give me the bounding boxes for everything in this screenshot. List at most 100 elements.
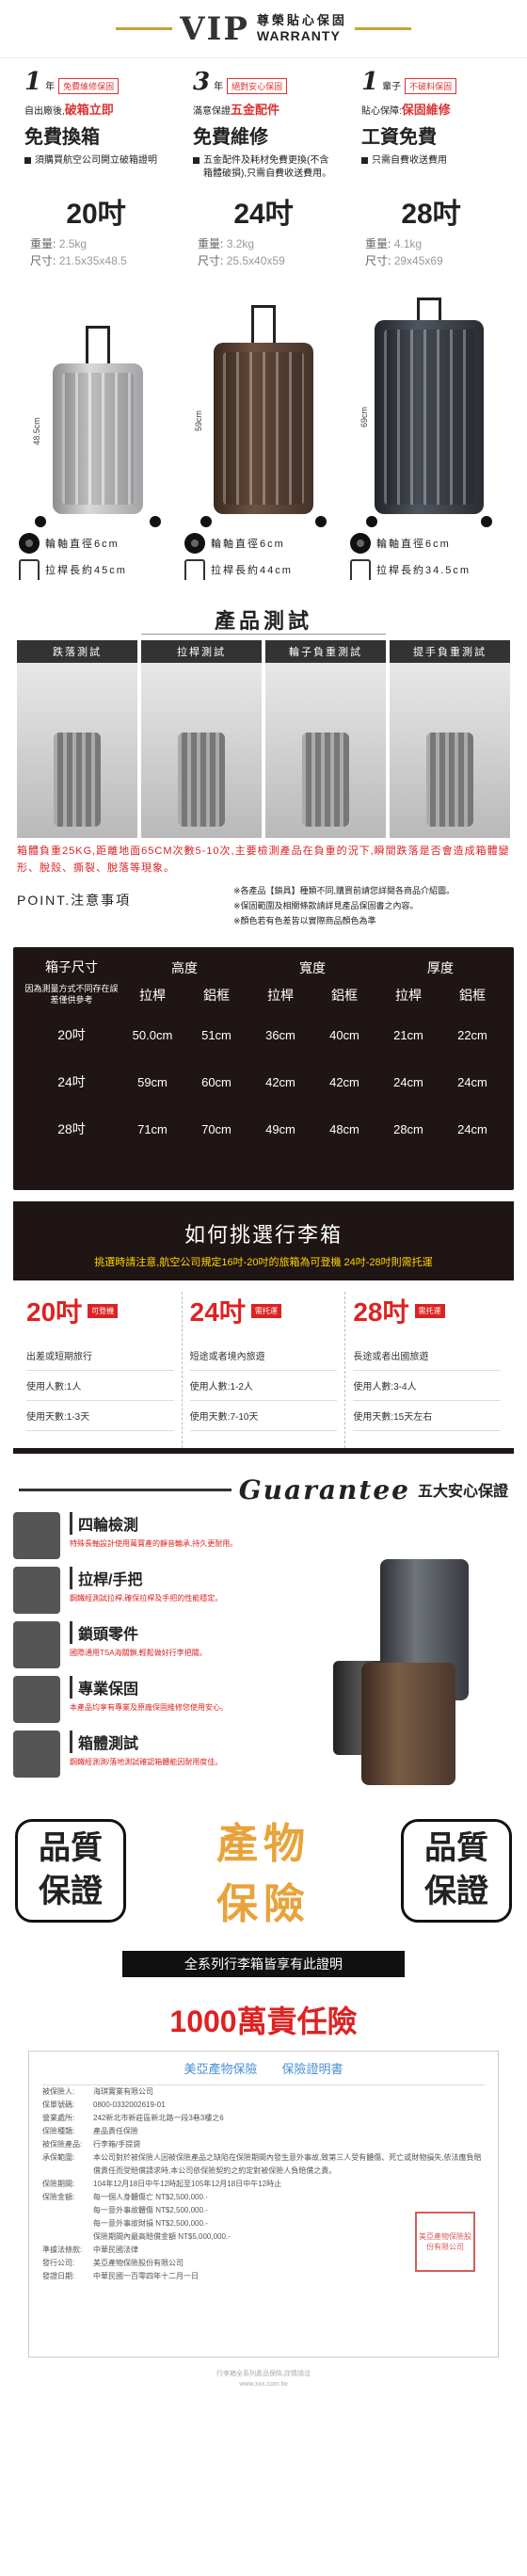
wheel-photo-icon <box>13 1512 60 1559</box>
warranty-badge: 絕對安心保固 <box>227 78 288 94</box>
vip-en: WARRANTY <box>256 27 341 43</box>
header-size: 箱子尺寸 <box>45 959 98 974</box>
quality-bar: 全系列行李箱皆享有此證明 <box>122 1951 405 1977</box>
cert-value: 中華民國一百零四年十二月一日 <box>93 2272 199 2280</box>
warranty-note-text: 須購買航空公司開立破箱證明 <box>35 155 157 166</box>
notice-item: ※顏色若有色差皆以實際商品顏色為準 <box>233 916 376 926</box>
table-row: 24吋 59cm 60cm 42cm 42cm 24cm 24cm <box>23 1058 504 1105</box>
cert-row: 準據法條款: 中華民國法律 <box>42 2244 485 2257</box>
test-label: 拉桿測試 <box>141 640 262 663</box>
choose-columns: 20吋 可登機 出差或短期旅行 使用人數:1人 使用天數:1-3天 24吋 需托運 … <box>13 1280 514 1448</box>
test-warning: 箱體負重25KG,距離地面65CM次數5-10次,主要檢測產品在負重的況下,瞬間… <box>17 845 510 874</box>
guarantee-item-title: 鎖頭零件 <box>70 1621 207 1644</box>
test-label: 輪子負重測試 <box>265 640 386 663</box>
weight-value: 3.2kg <box>226 237 255 250</box>
cert-value: 行李箱/手提袋 <box>93 2140 141 2149</box>
cert-value: 104年12月18日中午12時起至105年12月18日中午12時止 <box>93 2180 282 2188</box>
guarantee-body: 四輪檢測 特殊長軸設計使用萬寶產的靜音輪承,持久更耐用。 拉桿/手把 鋼鐵經測試拉桿… <box>0 1512 527 1793</box>
cert-row: 每一意外事故體傷 NT$2,500,000.- <box>42 2204 485 2217</box>
cert-value: 美亞產物保險股份有限公司 <box>93 2259 184 2267</box>
guarantee-item: 箱體測試鋼鐵經測測/落地測試確認箱體能因耐用度佳。 <box>13 1731 324 1785</box>
table-cell: 22cm <box>457 1027 487 1042</box>
cert-row: 保險種類: 產品責任保險 <box>42 2125 485 2138</box>
dim-line: 尺寸: 21.5x35x48.5 <box>17 252 175 269</box>
warranty-col: 1 年免費維修保固 自出廠後,破箱立即 免費換箱 須購買航空公司開立破箱證明 <box>24 68 166 190</box>
table-note: 因為測量方式不同存在誤差僅供參考 <box>24 984 119 1005</box>
warranty-note-text: 五金配件及耗材免費更換(不含箱體破損),只需自費收送費用。 <box>203 155 332 179</box>
bullet-icon <box>361 157 368 164</box>
cert-value: 海琪實業有限公司 <box>93 2087 153 2096</box>
company-seal-icon: 美亞產物保險股份有限公司 <box>415 2212 475 2272</box>
table-header: 箱子尺寸 高度 寬度 厚度 <box>23 955 504 979</box>
test-card: 輪子負重測試 <box>265 640 386 838</box>
dim-value: 25.5x40x59 <box>226 254 285 267</box>
cert-value: 產品責任保險 <box>93 2127 138 2135</box>
insurance-text: 產物 <box>216 1821 311 1867</box>
cert-value: 保險期間內最高賠償金額 NT$5,000,000.- <box>93 2232 231 2241</box>
table-cell: 36cm <box>265 1027 295 1042</box>
notice-block: POINT.注意事項 ※各產品【鎖具】種類不同,購買前請您詳閱各商品介紹圖。 ※… <box>0 883 527 942</box>
guarantee-item: 鎖頭零件 國際通用TSA海關鎖,輕鬆做好行李把關。 <box>13 1621 324 1676</box>
bullet-icon <box>24 157 31 164</box>
warranty-sub-value: 五金配件 <box>231 103 280 117</box>
guarantee-item: 拉桿/手把 鋼鐵經測試拉桿,確保拉桿及手把的性能穩定。 <box>13 1567 324 1621</box>
guarantee-item-desc: 鋼鐵經測測/落地測試確認箱體能因耐用度佳。 <box>70 1758 223 1766</box>
choose-item: 短途或者境內旅遊 <box>189 1341 338 1371</box>
guarantee-item: 四輪檢測 特殊長軸設計使用萬寶產的靜音輪承,持久更耐用。 <box>13 1512 324 1567</box>
cert-row: 保險期間內最高賠償金額 NT$5,000,000.- <box>42 2230 485 2244</box>
cert-key: 準據法條款: <box>42 2246 83 2254</box>
table-cell: 24cm <box>457 1074 487 1089</box>
wheel-icon <box>184 533 205 554</box>
height-label: 59cm <box>194 410 204 432</box>
warranty-sub-label: 貼心保障: <box>361 106 402 117</box>
warranty-title: 免費維修 <box>193 127 268 148</box>
dim-line: 尺寸: 25.5x40x59 <box>184 252 343 269</box>
quality-text: 保證 <box>424 1873 488 1909</box>
spec-row: 輪軸直徑6cm 拉桿長約45cm 輪軸直徑6cm 拉桿長約44cm 輪軸直徑6c… <box>0 527 527 599</box>
cert-row: 營業處所: 242新北市新莊區新北路一段3巷3樓之6 <box>42 2112 485 2125</box>
cert-value: 242新北市新莊區新北路一段3巷3樓之6 <box>93 2114 224 2122</box>
cert-row: 每一意外事故財損 NT$2,500,000.- <box>42 2217 485 2230</box>
table-cell: 50.0cm <box>132 1027 173 1042</box>
weight-value: 4.1kg <box>393 237 423 250</box>
wheel-spec: 輪軸直徑6cm <box>376 539 451 550</box>
size-label: 20吋 <box>66 199 126 230</box>
row-label: 28吋 <box>57 1121 86 1136</box>
notice-item: ※各產品【鎖具】種類不同,購買前請您詳閱各商品介紹圖。 <box>233 886 455 895</box>
weight-line: 重量: 2.5kg <box>17 235 175 252</box>
guarantee-item-desc: 本產品均享有專業及原廠保固維修您使用安心。 <box>70 1703 228 1712</box>
choose-size: 24吋 <box>189 1297 246 1327</box>
guarantee-item-title: 箱體測試 <box>70 1731 222 1753</box>
suitcase-image <box>375 320 484 514</box>
warranty-note: 須購買航空公司開立破箱證明 <box>24 154 166 168</box>
footer-line: www.xxx.com.tw <box>239 2381 288 2389</box>
handle-spec: 拉桿長約45cm <box>45 565 127 576</box>
choose-title: 如何挑選行李箱 <box>184 1223 343 1247</box>
quality-box-left: 品質 保證 <box>15 1819 126 1923</box>
quality-box-right: 品質 保證 <box>401 1819 512 1923</box>
handle-icon <box>19 559 40 580</box>
table-subheader: 因為測量方式不同存在誤差僅供參考 拉桿 鋁框 拉桿 鋁框 拉桿 鋁框 <box>23 979 504 1011</box>
height-label: 48.5cm <box>31 417 41 445</box>
vip-text: 尊榮貼心保固 WARRANTY <box>257 13 347 43</box>
row-label: 24吋 <box>57 1074 86 1089</box>
handle-icon <box>184 559 205 580</box>
subheader-cell: 拉桿 <box>395 988 422 1003</box>
choose-size: 28吋 <box>353 1297 409 1327</box>
table-cell: 48cm <box>329 1121 359 1136</box>
suitcase-image <box>214 343 313 514</box>
wheel-spec: 輪軸直徑6cm <box>45 539 120 550</box>
warranty-unit: 輩子 <box>382 82 402 92</box>
dim-label: 尺寸: <box>198 254 224 267</box>
choose-col: 24吋 需托運 短途或者境內旅遊 使用人數:1-2人 使用天數:7-10天 <box>183 1292 346 1448</box>
choose-item: 使用人數:1-2人 <box>189 1371 338 1401</box>
guarantee-item-title: 專業保固 <box>70 1676 228 1699</box>
cert-key <box>42 2217 93 2230</box>
cert-row: 發證日期: 中華民國一百零四年十二月一日 <box>42 2270 485 2283</box>
test-photo <box>17 663 137 838</box>
cert-key <box>42 2204 93 2217</box>
warranty-badge: 免費維修保固 <box>58 78 120 94</box>
cert-key: 發證日期: <box>42 2272 75 2280</box>
weight-value: 2.5kg <box>58 237 88 250</box>
guarantee-luggage-image <box>324 1512 514 1793</box>
